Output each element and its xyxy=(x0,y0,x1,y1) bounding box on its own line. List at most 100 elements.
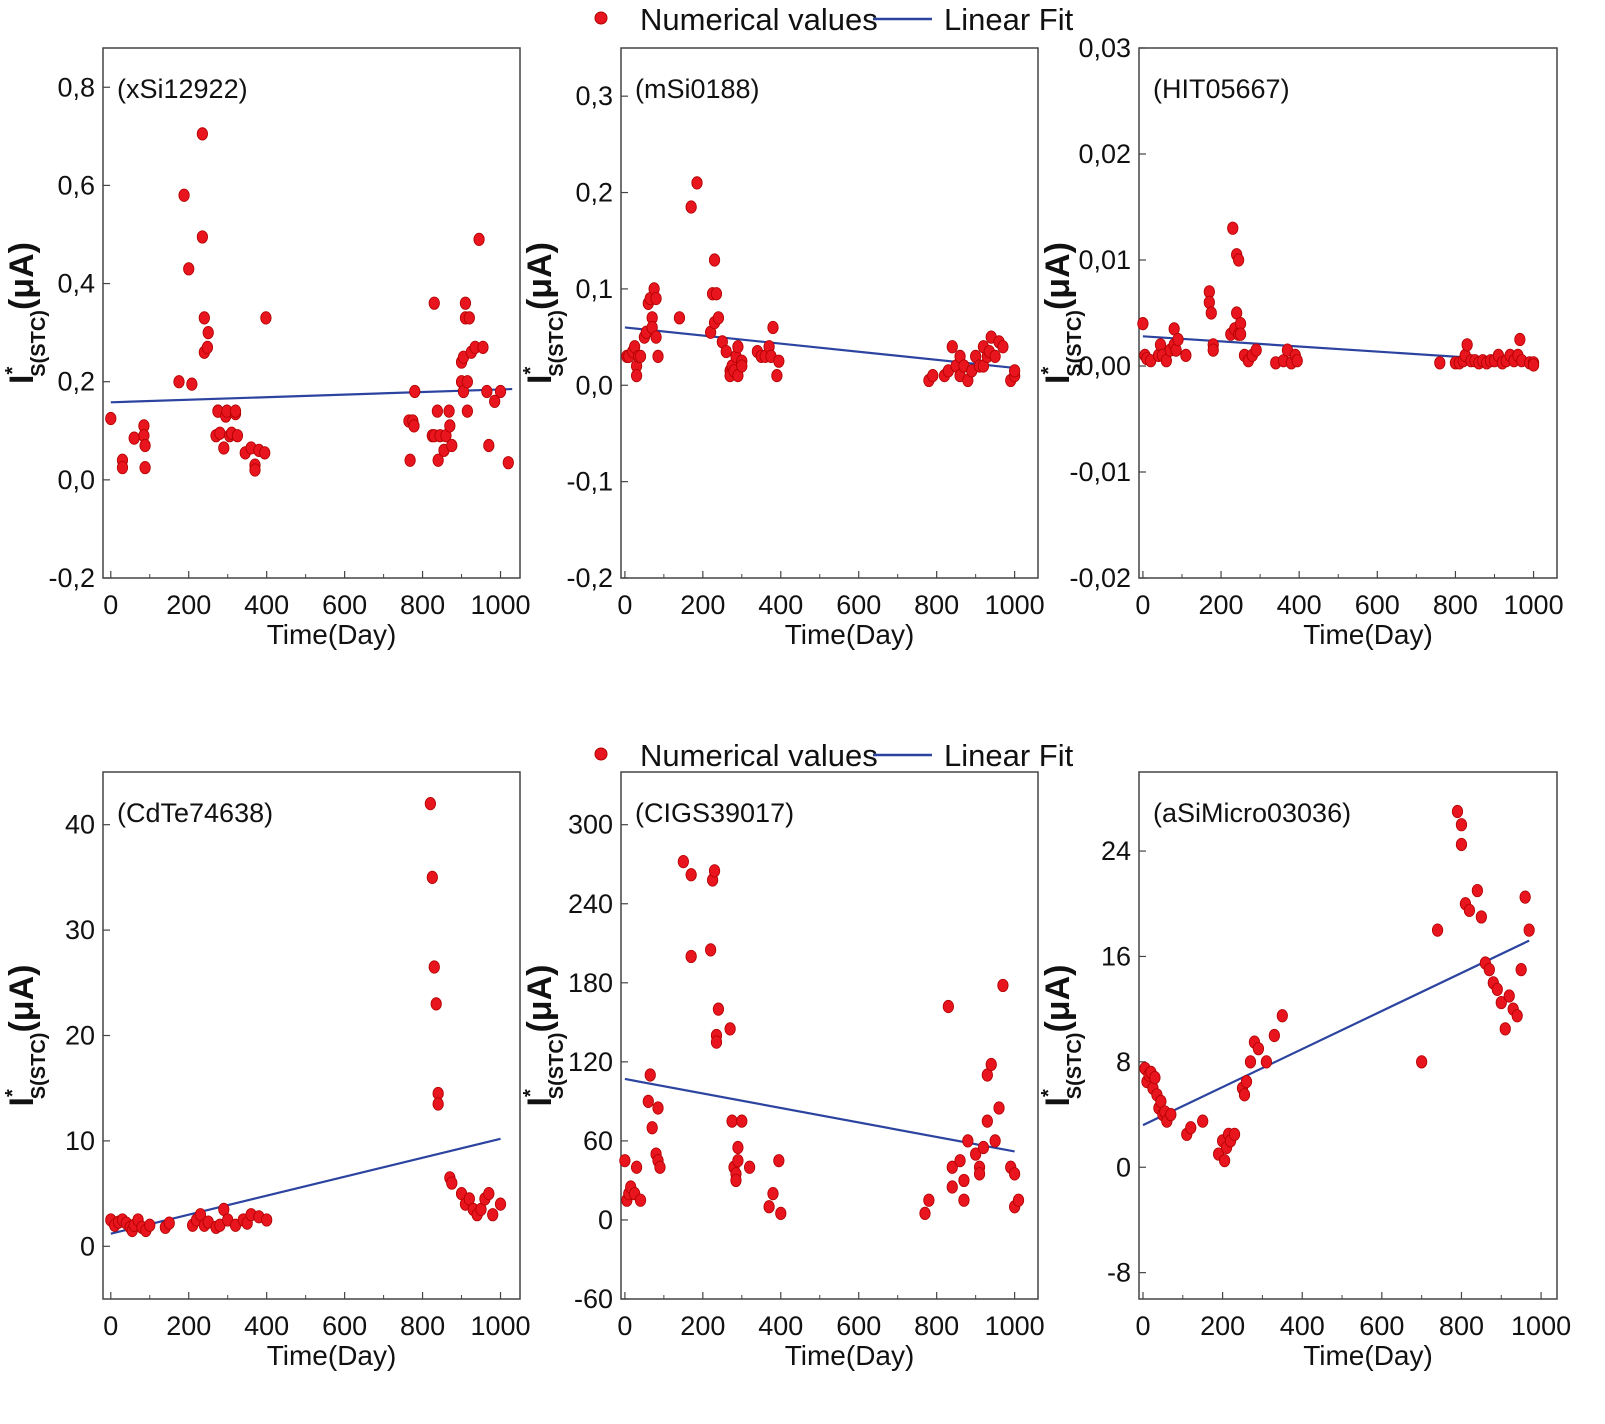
data-point xyxy=(981,1114,993,1128)
y-tick-label: -8 xyxy=(1107,1258,1131,1288)
data-point xyxy=(408,419,420,433)
data-point xyxy=(726,1114,738,1128)
data-point xyxy=(489,394,501,408)
data-point xyxy=(730,1173,742,1188)
data-point xyxy=(673,311,686,325)
data-point xyxy=(116,460,129,475)
data-point xyxy=(989,1134,1001,1148)
data-point xyxy=(705,943,717,957)
data-point xyxy=(428,296,440,310)
x-axis-label: Time(Day) xyxy=(785,1340,915,1371)
data-point xyxy=(724,1022,736,1036)
data-point xyxy=(201,340,214,354)
x-tick-label: 0 xyxy=(103,1311,118,1341)
data-point xyxy=(105,411,117,426)
data-point xyxy=(214,426,226,440)
data-point xyxy=(1495,995,1507,1010)
x-tick-label: 0 xyxy=(1135,590,1150,620)
data-point xyxy=(461,404,473,418)
data-point xyxy=(186,377,198,391)
data-point xyxy=(404,453,416,467)
data-point xyxy=(946,1180,958,1194)
y-tick-label: 0,1 xyxy=(575,274,613,304)
data-point xyxy=(483,438,495,453)
data-point xyxy=(644,1068,656,1082)
x-tick-label: 0 xyxy=(103,590,118,620)
linear-fit-line xyxy=(1142,939,1530,1127)
y-label-star: * xyxy=(520,1089,542,1097)
panels: 0 200 400 600 800 1000-0,20,00,20,40,60,8Time… xyxy=(2,33,1571,1371)
panel-4: 0 200 400 600 800 1000 0 10 20 30 40 Time(Day) I* S(S… xyxy=(2,771,531,1371)
data-point xyxy=(732,1140,744,1155)
y-label-sub: S(STC) xyxy=(1064,310,1086,377)
x-tick-label: 1000 xyxy=(470,1311,530,1341)
y-tick-label: -0,2 xyxy=(48,563,95,593)
y-label-unit: (μA) xyxy=(521,242,559,310)
x-tick-label: 200 xyxy=(166,1311,211,1341)
data-point xyxy=(139,438,151,453)
y-label-unit: (μA) xyxy=(1039,242,1077,310)
x-tick-label: 800 xyxy=(1433,590,1478,620)
x-tick-label: 0 xyxy=(617,1311,632,1341)
legend-bottom: Numerical values Linear Fit xyxy=(594,738,1074,773)
y-tick-label: 0,02 xyxy=(1078,139,1131,169)
y-tick-label: 0,2 xyxy=(575,178,613,208)
data-point xyxy=(1233,253,1245,267)
data-point xyxy=(1149,1071,1161,1085)
y-axis-label: I* S(STC)(μA) xyxy=(1038,242,1086,384)
data-point xyxy=(1207,343,1219,357)
data-point xyxy=(1268,1028,1280,1043)
panel-2: 0 200 400 600 800 1000 -0,2 -0,1 0,0 0,1 0,2 0,3 Tim… xyxy=(520,47,1045,650)
data-point xyxy=(710,1035,723,1049)
data-point xyxy=(178,188,190,202)
data-point xyxy=(1009,1167,1021,1181)
x-tick-label: 1000 xyxy=(1504,590,1564,620)
x-tick-label: 600 xyxy=(1355,590,1400,620)
x-tick-label: 600 xyxy=(1359,1311,1404,1341)
data-point xyxy=(260,311,272,325)
data-point xyxy=(1471,883,1483,898)
data-point xyxy=(1463,903,1476,917)
data-point xyxy=(431,404,443,418)
linear-fit-line xyxy=(624,1077,1015,1153)
y-label-unit: (μA) xyxy=(521,965,559,1033)
y-tick-label: 0 xyxy=(80,1231,95,1261)
data-point xyxy=(1276,1009,1288,1023)
x-axis-label: Time(Day) xyxy=(267,619,397,650)
x-tick-label: 200 xyxy=(680,590,725,620)
x-tick-label: 200 xyxy=(1200,1311,1245,1341)
y-label-sub: S(STC) xyxy=(546,310,568,377)
data-point xyxy=(650,330,662,344)
data-point xyxy=(1434,356,1446,370)
data-point xyxy=(650,291,662,306)
data-point xyxy=(1483,963,1495,977)
data-point xyxy=(1461,338,1473,352)
y-label-unit: (μA) xyxy=(3,965,41,1033)
y-label-main: I xyxy=(1039,375,1077,384)
legend-bottom-points-label: Numerical values xyxy=(640,738,878,773)
data-point xyxy=(173,375,185,389)
y-label-main: I xyxy=(3,375,41,384)
x-axis-label: Time(Day) xyxy=(1303,1340,1433,1371)
y-tick-label: -0,02 xyxy=(1069,563,1131,593)
x-tick-label: 400 xyxy=(758,1311,803,1341)
y-axis-label: I* S(STC)(μA) xyxy=(1038,965,1086,1107)
data-point xyxy=(196,127,208,141)
data-point xyxy=(409,384,421,399)
data-point xyxy=(1511,1009,1523,1023)
y-tick-label: 0 xyxy=(598,1205,613,1235)
data-point xyxy=(919,1206,931,1220)
data-point xyxy=(677,854,689,869)
x-tick-label: 400 xyxy=(1280,1311,1325,1341)
data-point xyxy=(249,463,261,477)
x-tick-label: 800 xyxy=(914,1311,959,1341)
panel-title: (CIGS39017) xyxy=(635,798,794,828)
data-point xyxy=(634,1193,647,1207)
data-point xyxy=(630,369,643,383)
data-point xyxy=(708,864,721,878)
legend-top-point-marker xyxy=(594,11,608,25)
data-point xyxy=(720,344,732,359)
x-tick-label: 600 xyxy=(836,1311,881,1341)
data-point xyxy=(426,870,438,885)
